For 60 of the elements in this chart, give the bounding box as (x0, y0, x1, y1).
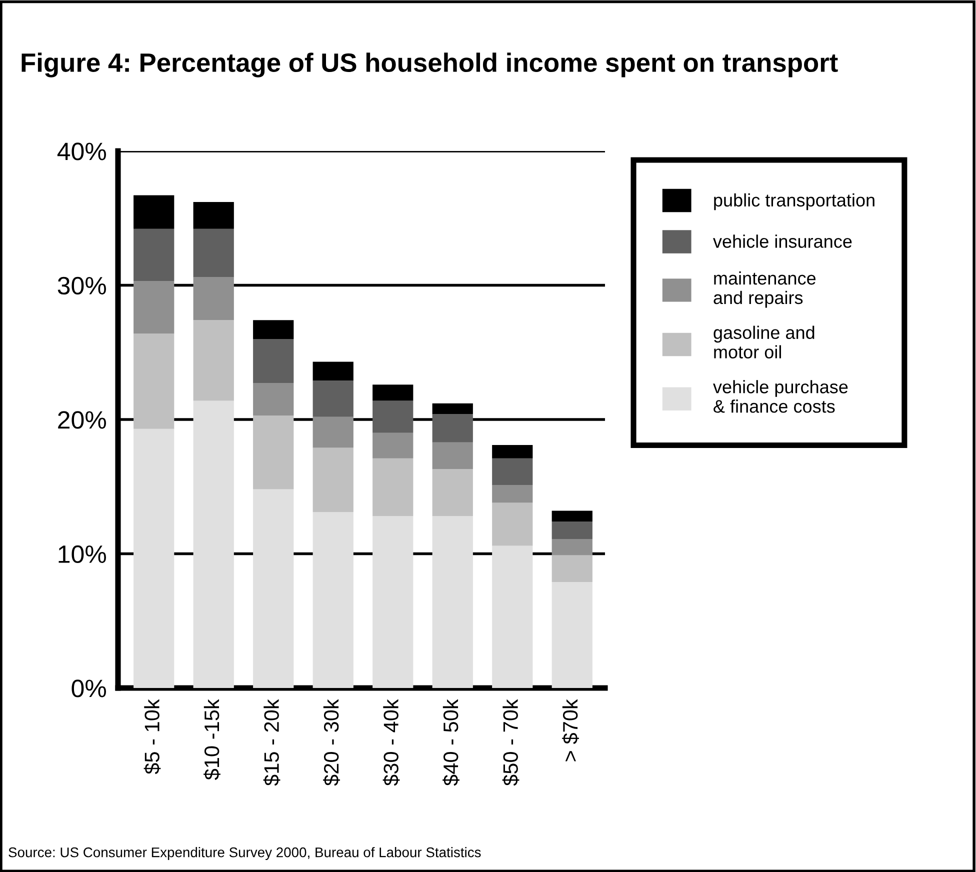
legend-label: vehicle purchase & finance costs (713, 380, 848, 413)
bar (372, 384, 414, 401)
bar (253, 338, 294, 384)
bar (253, 320, 294, 339)
bar (552, 555, 592, 582)
legend-label: public transportation (714, 193, 874, 210)
bar (552, 522, 592, 539)
x-tick-label: $5 - 10k (144, 699, 161, 774)
bar (312, 448, 354, 512)
source-note: Source: US Consumer Expenditure Survey 2000, Bureau of Labour Statistics (8, 847, 481, 860)
legend-label: gasoline and motor oil (714, 326, 814, 358)
bar (312, 380, 354, 417)
bar (134, 334, 174, 429)
bar (492, 502, 533, 546)
y-tick-label: 20% (58, 411, 106, 429)
y-tick-label: 40% (57, 142, 106, 160)
x-tick-label: $30 - 40k (382, 699, 400, 786)
bar (193, 277, 234, 320)
legend-label: maintenance and repairs (714, 271, 816, 308)
bar (253, 383, 294, 416)
bar (372, 432, 414, 458)
bar (312, 362, 354, 381)
y-tick-label: 0% (72, 680, 106, 698)
bar (432, 442, 473, 470)
x-tick-label: $10 -15k (204, 699, 220, 780)
x-tick-label: $50 - 70k (502, 699, 520, 786)
bar (372, 516, 414, 688)
bar (492, 546, 533, 688)
bar (312, 512, 354, 688)
bar (432, 516, 473, 688)
bar (253, 415, 294, 490)
x-tick-label: $20 - 30k (323, 699, 340, 786)
y-tick-label: 10% (58, 545, 106, 564)
bar (372, 400, 414, 433)
x-tick-label: $40 - 50k (442, 699, 460, 786)
y-tick-label: 30% (58, 276, 106, 295)
bar (492, 445, 533, 458)
bar (432, 469, 473, 516)
bar (492, 485, 533, 503)
bar (193, 228, 234, 278)
x-tick-label: $15 - 20k (263, 699, 280, 786)
bar (432, 414, 473, 442)
bar (552, 582, 592, 688)
legend-label: vehicle insurance (713, 234, 852, 248)
bar (193, 400, 234, 688)
bar (432, 403, 473, 414)
bar (134, 228, 174, 282)
bar (193, 202, 234, 229)
bar (492, 458, 533, 486)
bar (134, 281, 174, 334)
bar (134, 195, 174, 229)
bar (372, 458, 414, 516)
bar (193, 320, 234, 401)
x-tick-label: > $70k (562, 699, 579, 762)
bar (134, 428, 174, 688)
chart-title: Figure 4: Percentage of US household income spent on transport (22, 52, 838, 78)
bar (253, 489, 294, 688)
bar (552, 538, 592, 556)
bar (312, 416, 354, 448)
bar (552, 510, 592, 522)
